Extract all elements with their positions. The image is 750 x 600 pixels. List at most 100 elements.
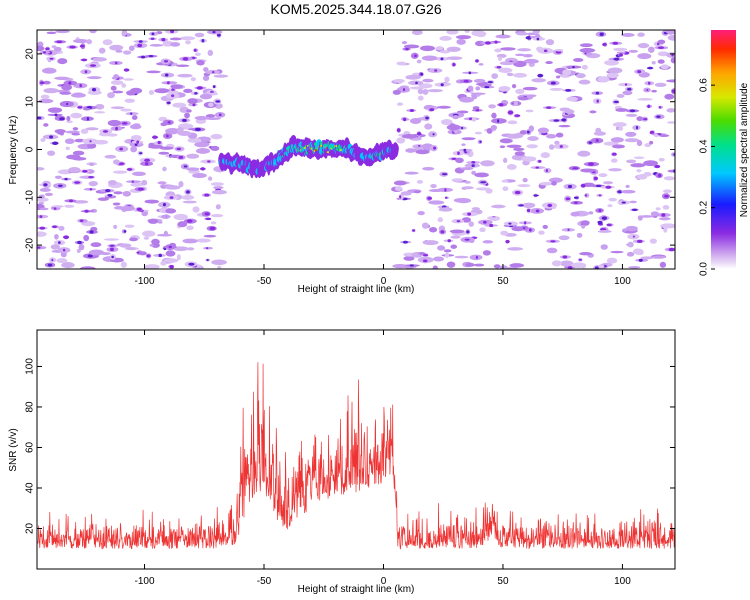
speckle-core: [409, 264, 414, 267]
speckle: [444, 252, 450, 258]
speckle-core: [627, 87, 632, 91]
speckle: [130, 134, 142, 141]
speckle-core: [158, 253, 162, 258]
speckle-core: [494, 40, 498, 44]
speckle: [517, 96, 529, 101]
speckle-core: [484, 41, 491, 45]
speckle: [165, 127, 180, 135]
speckle: [496, 53, 507, 58]
speckle: [187, 98, 198, 104]
speckle: [38, 98, 54, 104]
speckle: [148, 89, 155, 96]
speckle: [108, 180, 117, 186]
speckle-core: [464, 238, 470, 241]
speckle-core: [636, 239, 643, 243]
speckle-core: [49, 135, 54, 139]
speckle: [177, 130, 192, 136]
y-tick-label: 0: [25, 146, 36, 152]
figure-title: KOM5.2025.344.18.07.G26: [270, 1, 441, 17]
speckle: [107, 92, 115, 99]
speckle: [112, 90, 124, 94]
speckle: [514, 53, 526, 57]
y-tick-label: 60: [25, 441, 36, 453]
speckle-core: [161, 37, 166, 42]
x-tick-label: 0: [381, 276, 387, 287]
speckle: [199, 93, 213, 100]
speckle: [403, 256, 415, 261]
speckle-core: [403, 88, 406, 92]
speckle: [517, 184, 531, 188]
speckle: [598, 173, 608, 178]
speckle-core: [206, 247, 209, 250]
spectrogram-y-label: Frequency (Hz): [8, 116, 19, 185]
speckle-core: [526, 130, 530, 134]
speckle: [521, 156, 537, 162]
speckle-core: [425, 116, 429, 120]
speckle: [110, 106, 125, 109]
speckle: [610, 250, 624, 254]
speckle: [499, 145, 506, 149]
speckle-core: [204, 193, 210, 197]
speckle: [418, 252, 426, 255]
speckle: [560, 260, 574, 267]
speckle: [411, 30, 423, 36]
speckle: [89, 163, 95, 166]
speckle-core: [141, 55, 146, 59]
speckle-core: [528, 228, 532, 232]
speckle: [625, 131, 637, 137]
speckle-core: [194, 92, 198, 95]
speckle: [633, 156, 645, 160]
speckle-core: [146, 254, 151, 258]
speckle: [667, 121, 675, 124]
speckle-core: [131, 180, 134, 183]
speckle: [170, 42, 181, 47]
speckle: [612, 144, 625, 149]
y-tick-label: 40: [25, 482, 36, 494]
speckle-core: [460, 126, 464, 130]
speckle: [139, 251, 147, 256]
speckle-core: [416, 132, 422, 136]
speckle: [527, 136, 539, 141]
speckle-core: [59, 117, 65, 121]
speckle-core: [109, 247, 115, 252]
speckle: [637, 98, 653, 101]
speckle: [517, 48, 532, 52]
speckle: [507, 120, 518, 125]
speckle: [64, 204, 75, 208]
speckle: [215, 204, 221, 210]
speckle-core: [199, 167, 206, 171]
speckle-core: [535, 166, 539, 169]
speckle: [446, 46, 461, 52]
speckle-core: [186, 219, 193, 223]
speckle: [433, 256, 445, 262]
speckle: [548, 177, 563, 183]
speckle: [606, 72, 619, 79]
speckle-core: [130, 112, 133, 115]
speckle: [480, 160, 495, 167]
speckle: [126, 247, 136, 251]
snr-frame: [36, 329, 676, 570]
speckle: [482, 250, 491, 256]
speckle-core: [66, 102, 69, 106]
speckle-core: [422, 259, 428, 263]
speckle: [502, 157, 508, 164]
speckle: [444, 76, 450, 83]
speckle-core: [621, 201, 626, 204]
speckle: [37, 214, 49, 219]
speckle-core: [668, 247, 675, 252]
speckle: [422, 88, 429, 95]
speckle: [50, 244, 61, 250]
speckle-core: [205, 217, 212, 221]
speckle-core: [598, 194, 602, 197]
speckle: [471, 207, 481, 210]
speckle: [179, 36, 196, 41]
speckle-core: [212, 71, 215, 74]
speckle: [202, 75, 210, 81]
speckle: [474, 172, 489, 178]
speckle: [474, 131, 483, 135]
speckle-core: [475, 255, 478, 259]
speckle: [113, 191, 123, 195]
colorbar-label: Normalized spectral amplitude: [739, 82, 750, 217]
speckle-core: [91, 87, 97, 92]
speckle-core: [52, 225, 57, 229]
